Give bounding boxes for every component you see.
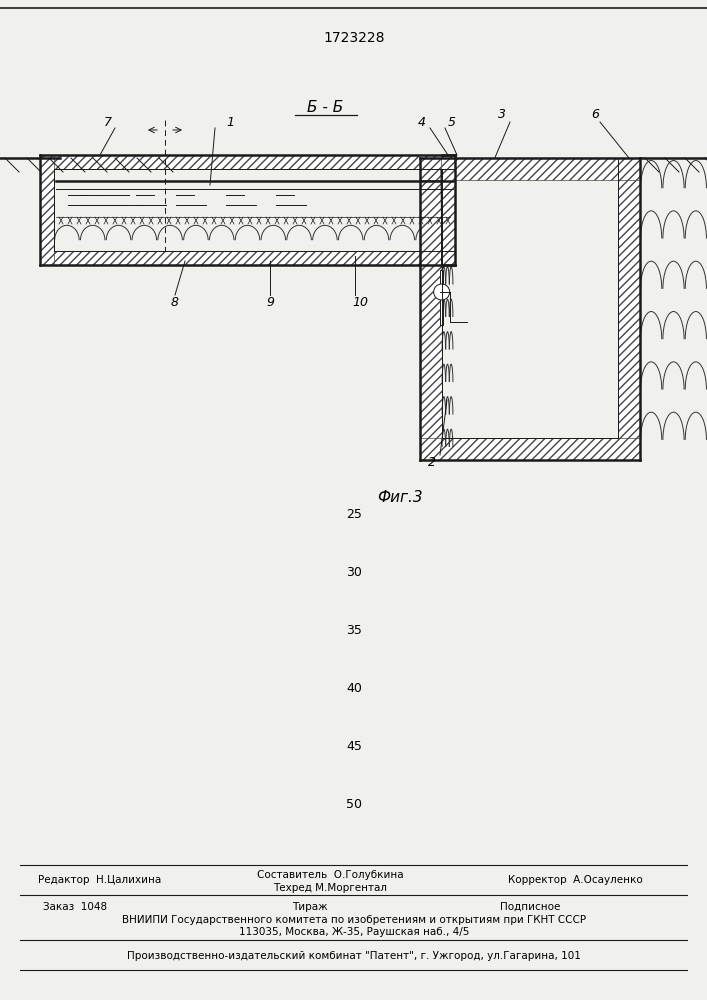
- Text: 10: 10: [352, 296, 368, 310]
- Text: 7: 7: [104, 115, 112, 128]
- Text: Заказ  1048: Заказ 1048: [43, 902, 107, 912]
- Bar: [618, 158, 640, 460]
- Text: Б - Б: Б - Б: [307, 101, 343, 115]
- Bar: [420, 158, 640, 180]
- Text: Составитель  О.Голубкина: Составитель О.Голубкина: [257, 870, 403, 880]
- Bar: [420, 158, 442, 460]
- Circle shape: [433, 284, 450, 300]
- Text: Редактор  Н.Цалихина: Редактор Н.Цалихина: [38, 875, 162, 885]
- Text: Подписное: Подписное: [500, 902, 560, 912]
- Bar: [40, 155, 54, 265]
- Bar: [440, 270, 443, 325]
- Text: ВНИИПИ Государственного комитета по изобретениям и открытиям при ГКНТ СССР: ВНИИПИ Государственного комитета по изоб…: [122, 915, 586, 925]
- Text: 3: 3: [498, 108, 506, 121]
- Text: Фиг.3: Фиг.3: [378, 490, 423, 506]
- Text: Производственно-издательский комбинат "Патент", г. Ужгород, ул.Гагарина, 101: Производственно-издательский комбинат "П…: [127, 951, 581, 961]
- Bar: [40, 155, 455, 169]
- Text: 9: 9: [266, 296, 274, 310]
- Text: 2: 2: [428, 456, 436, 470]
- Bar: [441, 155, 455, 265]
- Text: 8: 8: [171, 296, 179, 310]
- Text: 1: 1: [226, 115, 234, 128]
- Text: 35: 35: [346, 624, 362, 638]
- Bar: [40, 251, 455, 265]
- Text: 40: 40: [346, 682, 362, 696]
- Text: 50: 50: [346, 798, 362, 812]
- Bar: [420, 438, 640, 460]
- Text: 4: 4: [418, 115, 426, 128]
- Text: 30: 30: [346, 566, 362, 580]
- Text: Корректор  А.Осауленко: Корректор А.Осауленко: [508, 875, 643, 885]
- Text: 5: 5: [448, 115, 456, 128]
- Text: 1723228: 1723228: [323, 31, 385, 45]
- Text: 25: 25: [346, 508, 362, 522]
- Text: Тираж: Тираж: [292, 902, 328, 912]
- Text: Техред М.Моргентал: Техред М.Моргентал: [273, 883, 387, 893]
- Text: 113035, Москва, Ж-35, Раушская наб., 4/5: 113035, Москва, Ж-35, Раушская наб., 4/5: [239, 927, 469, 937]
- Text: 6: 6: [591, 108, 599, 121]
- Text: 45: 45: [346, 740, 362, 754]
